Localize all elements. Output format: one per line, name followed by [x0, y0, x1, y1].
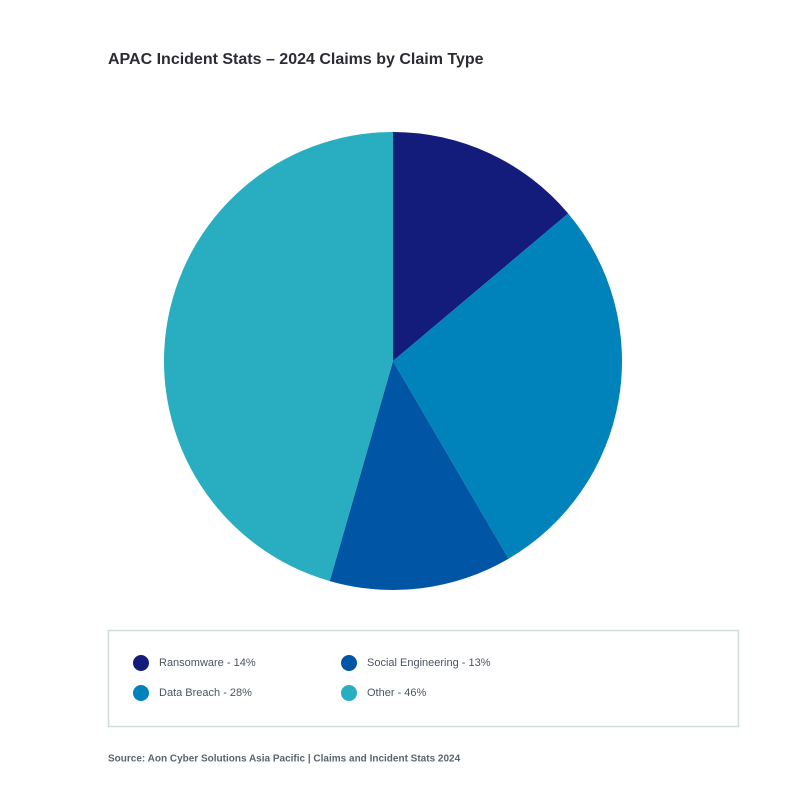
- legend-label: Data Breach - 28%: [159, 687, 252, 699]
- legend-label: Other - 46%: [367, 687, 427, 699]
- source-note: Source: Aon Cyber Solutions Asia Pacific…: [108, 754, 461, 765]
- pie-slice: [393, 213, 622, 559]
- legend-swatch: [341, 655, 357, 671]
- pie-slice: [163, 132, 393, 582]
- legend-swatch: [133, 655, 149, 671]
- legend-swatch: [341, 685, 357, 701]
- legend-swatch: [133, 685, 149, 701]
- legend-label: Social Engineering - 13%: [367, 657, 491, 669]
- pie-slice: [329, 361, 509, 590]
- chart-title: APAC Incident Stats – 2024 Claims by Cla…: [108, 51, 484, 68]
- legend-label: Ransomware - 14%: [159, 657, 256, 669]
- legend-box: [107, 629, 740, 728]
- pie-slice: [393, 132, 569, 361]
